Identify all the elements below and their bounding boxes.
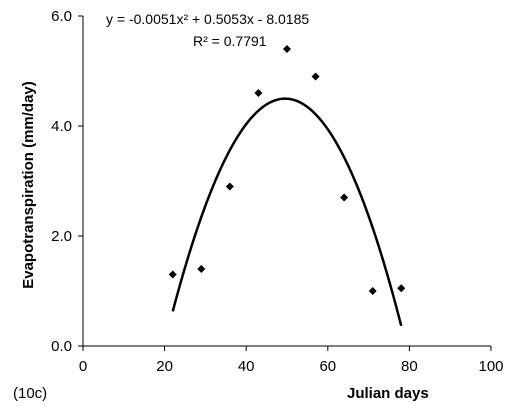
x-axis-label: Julian days bbox=[347, 385, 429, 402]
r-squared-annotation: R² = 0.7791 bbox=[193, 33, 267, 49]
x-tick-label: 40 bbox=[238, 358, 255, 375]
data-point bbox=[168, 270, 177, 279]
data-points bbox=[168, 45, 406, 295]
labels: y = -0.0051x² + 0.5053x - 8.0185 R² = 0.… bbox=[13, 11, 429, 402]
y-tick-label: 2.0 bbox=[51, 228, 72, 245]
trendline-group bbox=[171, 97, 403, 327]
x-tick-label: 20 bbox=[156, 358, 173, 375]
data-point bbox=[397, 284, 406, 293]
panel-label: (10c) bbox=[13, 385, 47, 402]
data-point bbox=[254, 89, 263, 97]
x-tick-label: 0 bbox=[79, 358, 87, 375]
y-tick-label: 0.0 bbox=[51, 338, 72, 355]
equation-annotation: y = -0.0051x² + 0.5053x - 8.0185 bbox=[106, 11, 309, 27]
y-tick-label: 6.0 bbox=[51, 8, 72, 25]
x-tick-label: 80 bbox=[401, 358, 418, 375]
data-point bbox=[340, 193, 349, 202]
x-tick-label: 60 bbox=[319, 358, 336, 375]
data-point bbox=[368, 287, 377, 295]
y-tick-label: 4.0 bbox=[51, 118, 72, 135]
x-tick-label: 100 bbox=[478, 358, 503, 375]
data-point bbox=[311, 72, 320, 81]
data-point bbox=[225, 182, 234, 191]
data-point bbox=[283, 45, 291, 53]
trendline bbox=[171, 97, 403, 327]
y-axis-label: Evapotranspiration (mm/day) bbox=[20, 81, 37, 289]
data-point bbox=[197, 265, 206, 273]
axes: 0.0 2.0 4.0 6.0 0 20 40 60 80 100 bbox=[51, 8, 503, 375]
